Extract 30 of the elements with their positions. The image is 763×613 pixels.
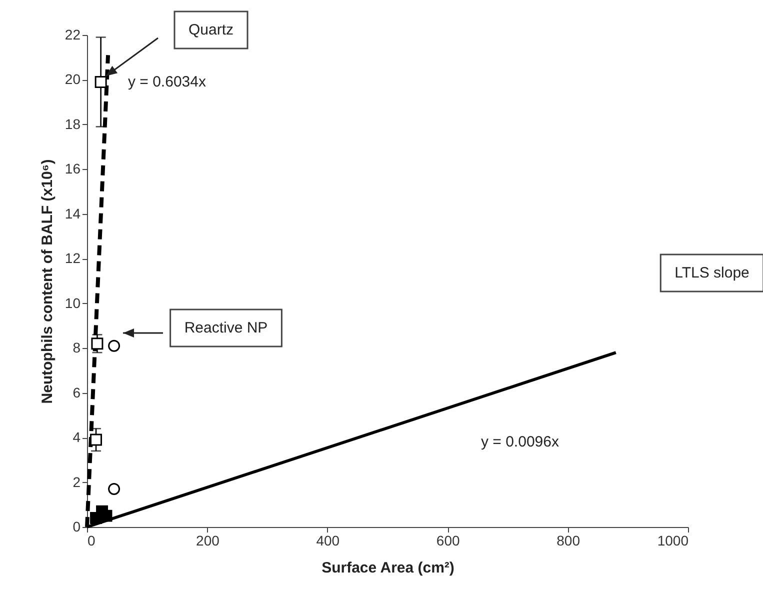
annotation: Quartz [188, 22, 234, 38]
x-tick-label: 200 [196, 532, 220, 548]
y-tick-label: 8 [72, 340, 81, 356]
x-tick-label: 1000 [657, 532, 689, 548]
annotation: LTLS slope [674, 264, 750, 282]
y-tick-label: 22 [64, 26, 81, 42]
annotation: y = 0.0096x [481, 434, 560, 450]
y-tick-label: 14 [64, 205, 81, 222]
y-tick-label: 6 [72, 384, 81, 400]
point [94, 76, 107, 88]
x-tick-label: 0 [88, 532, 96, 548]
x-tick-label: 600 [436, 532, 460, 548]
y-tick-label: 4 [72, 429, 81, 446]
y-tick-label: 18 [64, 116, 81, 132]
y-tick-label: 10 [64, 294, 81, 311]
y-tick-label: 16 [64, 160, 81, 177]
y-axis-title: Neutophils content of BALF (x10⁶) [38, 159, 56, 404]
annotation: Reactive NP [184, 320, 268, 336]
y-tick-label: 20 [64, 71, 81, 88]
y-tick-label: 0 [72, 518, 81, 534]
point [108, 340, 120, 352]
x-axis-title: Surface Area (cm²) [322, 560, 454, 576]
point [91, 338, 104, 350]
y-tick-label: 12 [64, 250, 81, 266]
x-tick-label: 800 [556, 532, 580, 548]
annotation: y = 0.6034x [128, 74, 206, 90]
point [90, 434, 102, 446]
x-tick-label: 400 [316, 532, 340, 548]
y-tick-label: 2 [72, 474, 81, 490]
point [108, 483, 120, 495]
